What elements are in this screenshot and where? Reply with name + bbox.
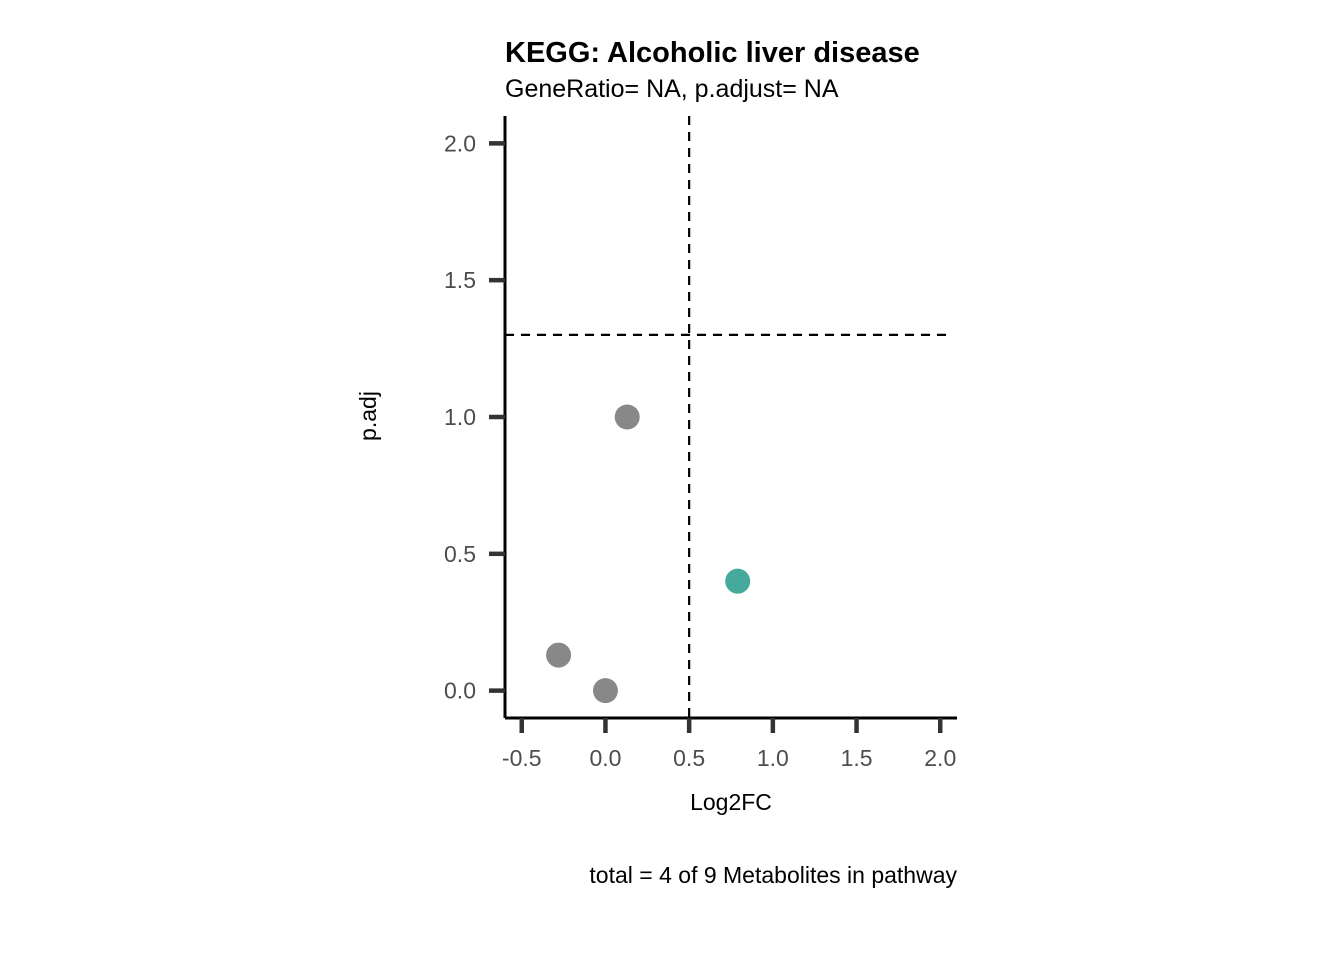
data-point [725,568,751,594]
x-axis-title: Log2FC [690,789,772,815]
data-point [592,678,618,704]
data-point [546,642,572,668]
x-tick-label: 0.5 [673,745,705,771]
data-point [614,404,640,430]
x-tick-label: 1.5 [841,745,873,771]
chart-subtitle: GeneRatio= NA, p.adjust= NA [505,75,839,103]
x-tick-label: 1.0 [757,745,789,771]
data-points [546,404,751,704]
x-tick-label: 0.0 [589,745,621,771]
axes [503,116,957,720]
reference-lines [505,116,949,718]
x-tick-label: 2.0 [924,745,956,771]
chart-title: KEGG: Alcoholic liver disease [505,37,920,69]
x-axis-ticks: -0.5 0.0 0.5 1.0 1.5 2.0 [502,718,956,771]
y-axis-ticks: 0.0 0.5 1.0 1.5 2.0 [444,130,505,704]
y-tick-label: 1.5 [444,267,476,293]
chart-caption: total = 4 of 9 Metabolites in pathway [589,862,957,888]
y-tick-label: 1.0 [444,404,476,430]
y-tick-label: 0.0 [444,678,476,704]
y-axis-title: p.adj [355,391,381,441]
y-tick-label: 0.5 [444,541,476,567]
y-tick-label: 2.0 [444,130,476,156]
x-tick-label: -0.5 [502,745,542,771]
